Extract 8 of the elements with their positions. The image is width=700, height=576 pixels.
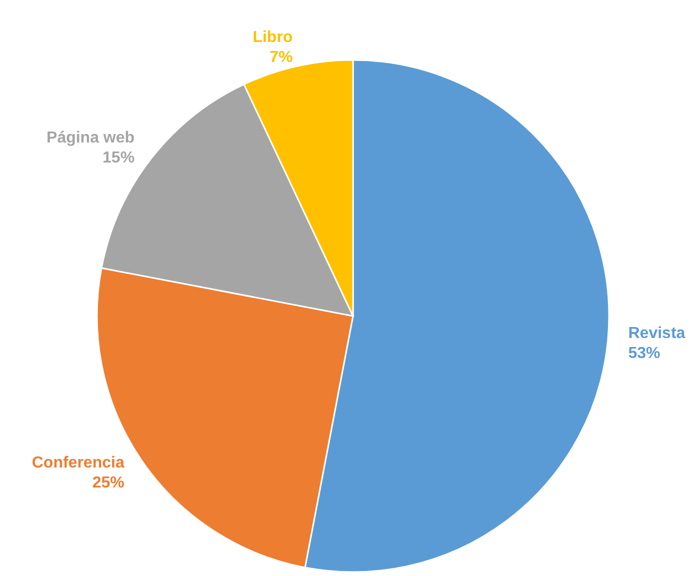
data-label: 7%: [270, 49, 293, 66]
slice-label: Conferencia: [32, 454, 124, 472]
data-label: 53%: [628, 345, 660, 362]
slice-label: Página web: [46, 130, 135, 147]
data-label: 25%: [92, 474, 124, 492]
data-label: 15%: [102, 150, 135, 167]
slice-label: Revista: [628, 325, 686, 342]
slice-label: Libro: [252, 29, 293, 46]
